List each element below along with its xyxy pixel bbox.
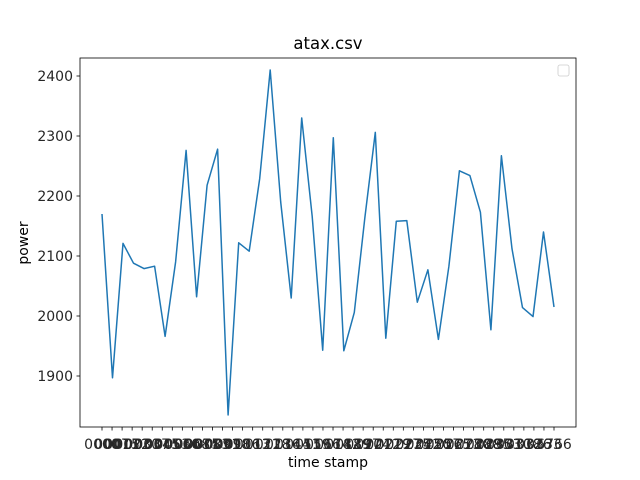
x-tick-label: 0326 <box>516 437 552 453</box>
x-tick-label: 0182 <box>325 437 361 453</box>
x-tick-label: 6766 <box>536 437 572 453</box>
x-tick-label: 0288 <box>466 437 502 453</box>
x-tick-label: 0144 <box>275 437 311 453</box>
x-tick-label: 0045 <box>144 437 180 453</box>
x-tick-label: 0159 <box>295 437 331 453</box>
x-tick-label: 0053 <box>154 437 190 453</box>
x-axis-label: time stamp <box>288 455 368 471</box>
x-tick-label: 0280 <box>456 437 492 453</box>
x-tick-label: 0128 <box>255 437 291 453</box>
y-tick-label: 2400 <box>37 69 73 85</box>
x-tick-label: 0295 <box>476 437 512 453</box>
series-line <box>101 69 555 416</box>
x-tick-label: 0174 <box>315 437 351 453</box>
x-tick-label: 0015 <box>104 437 140 453</box>
x-tick-label: 0075 <box>185 437 221 453</box>
x-tick-label: 0106 <box>225 437 261 453</box>
x-tick-label: 0098 <box>215 437 251 453</box>
x-tick-label: 0136 <box>265 437 301 453</box>
x-tick-label: 0303 <box>486 437 522 453</box>
x-tick-label: 0250 <box>416 437 452 453</box>
x-tick-label: 0219 <box>375 437 411 453</box>
x-tick-label: 0227 <box>386 437 422 453</box>
y-axis-label: power <box>16 221 32 265</box>
x-tick-label: 0265 <box>436 437 472 453</box>
y-axis-ticks: 1900 2000 2100 2200 2300 2400 <box>37 69 80 385</box>
legend-box <box>557 64 570 77</box>
x-tick-label: 0310 <box>496 437 532 453</box>
x-tick-label: 0113 <box>235 437 271 453</box>
x-tick-label: 0060 <box>165 437 201 453</box>
y-tick-label: 2300 <box>37 129 73 145</box>
x-tick-label: 0007 <box>94 437 130 453</box>
x-tick-label: 0257 <box>426 437 462 453</box>
x-tick-label: 0273 <box>446 437 482 453</box>
x-tick-label: 0022 <box>114 437 150 453</box>
x-tick-label: 0197 <box>345 437 381 453</box>
x-tick-label: 0151 <box>285 437 321 453</box>
y-tick-label: 2100 <box>37 249 73 265</box>
x-tick-label: 0333 <box>526 437 562 453</box>
x-tick-label: 0318 <box>506 437 542 453</box>
chart-title: atax.csv <box>293 34 362 53</box>
x-tick-label: 0037 <box>134 437 170 453</box>
x-tick-label: 0204 <box>355 437 391 453</box>
x-tick-label: 0189 <box>335 437 371 453</box>
x-tick-label: 0083 <box>195 437 231 453</box>
x-tick-label: 0242 <box>406 437 442 453</box>
x-tick-label: 0030 <box>124 437 160 453</box>
y-tick-label: 1900 <box>37 369 73 385</box>
x-tick-label: 0121 <box>245 437 281 453</box>
x-tick-label: 0235 <box>396 437 432 453</box>
x-axis-ticks: 0000000700150022003000370045005300600068… <box>84 427 572 453</box>
plot-frame <box>79 57 577 428</box>
y-tick-label: 2000 <box>37 309 73 325</box>
x-tick-label: 0166 <box>305 437 341 453</box>
x-tick-label: 0000 <box>84 437 120 453</box>
x-tick-label: 0091 <box>205 437 241 453</box>
x-tick-label: 0068 <box>175 437 211 453</box>
y-tick-label: 2200 <box>37 189 73 205</box>
series-layer <box>101 69 555 416</box>
x-tick-label: 0212 <box>365 437 401 453</box>
